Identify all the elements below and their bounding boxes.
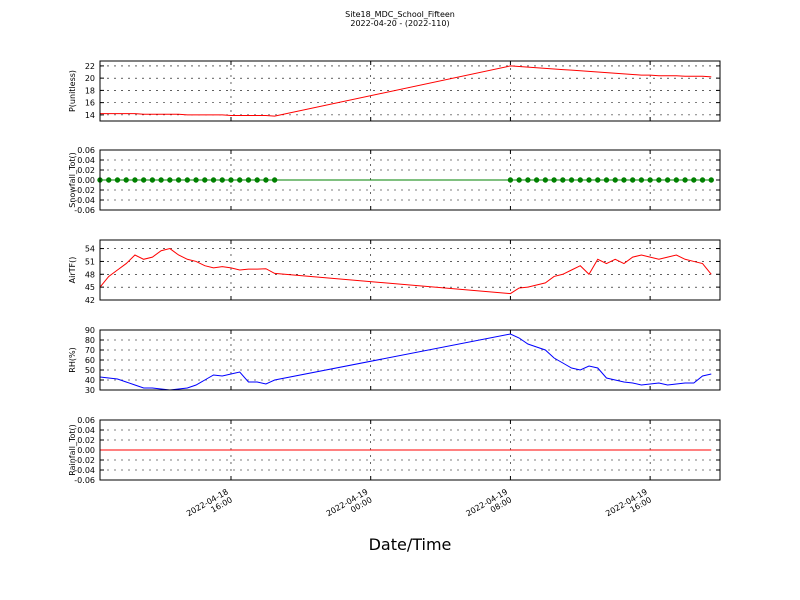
data-point — [525, 177, 531, 183]
chart-subtitle: 2022-04-20 - (2022-110) — [350, 19, 449, 28]
y-tick-label: 42 — [85, 296, 95, 305]
data-point — [603, 177, 610, 183]
y-tick-label: 0.00 — [77, 446, 95, 455]
data-point — [586, 177, 592, 183]
y-axis-title: P(unitless) — [68, 70, 77, 112]
y-tick-label: -0.02 — [74, 456, 95, 465]
plot-frame — [99, 60, 721, 122]
data-line — [99, 333, 712, 391]
y-tick-label: 80 — [85, 336, 95, 345]
data-point — [254, 177, 260, 183]
y-axis-title: Rainfall_Tot() — [68, 424, 77, 476]
y-tick-label: 40 — [85, 376, 95, 385]
y-tick-label: 20 — [85, 74, 95, 83]
y-tick-label: 22 — [85, 62, 95, 71]
data-point — [560, 177, 566, 183]
data-point — [656, 177, 662, 183]
data-point — [708, 177, 714, 183]
y-tick-label: 90 — [85, 326, 95, 335]
plot-frame — [99, 329, 721, 391]
data-point — [612, 177, 618, 183]
data-point — [149, 177, 156, 183]
plot-frame — [99, 239, 721, 301]
y-axis-title: Snowfall_Tot() — [68, 152, 77, 208]
y-tick-label: 60 — [85, 356, 95, 365]
y-tick-label: 30 — [85, 386, 95, 395]
data-point — [699, 177, 706, 183]
data-point — [621, 177, 627, 183]
data-point — [638, 177, 645, 183]
y-tick-label: 48 — [85, 270, 95, 279]
data-point — [577, 177, 583, 183]
y-tick-label: 0.06 — [77, 416, 95, 425]
y-tick-label: 0.02 — [77, 166, 95, 175]
data-point — [237, 177, 243, 183]
y-tick-label: 16 — [85, 99, 95, 108]
y-tick-label: 0.02 — [77, 436, 95, 445]
data-point — [245, 177, 252, 183]
data-point — [568, 177, 575, 183]
y-axis-title: AirTF() — [68, 257, 77, 284]
data-point — [542, 177, 549, 183]
y-tick-label: 0.06 — [77, 146, 95, 155]
data-point — [629, 177, 636, 183]
y-tick-label: 0.04 — [77, 426, 95, 435]
data-point — [193, 177, 199, 183]
y-tick-label: -0.02 — [74, 186, 95, 195]
data-point — [132, 177, 138, 183]
data-point — [673, 177, 680, 183]
data-point — [123, 177, 129, 183]
y-tick-label: 54 — [85, 245, 95, 254]
y-tick-label: -0.04 — [74, 196, 95, 205]
data-point — [184, 177, 191, 183]
data-point — [595, 177, 601, 183]
y-axis-title: RH(%) — [68, 347, 77, 372]
data-point — [516, 177, 522, 183]
data-point — [682, 177, 688, 183]
y-tick-label: -0.06 — [74, 476, 95, 485]
data-point — [691, 177, 697, 183]
y-tick-label: 70 — [85, 346, 95, 355]
data-line — [100, 65, 712, 117]
x-axis-title: Date/Time — [369, 535, 452, 554]
data-point — [507, 177, 514, 183]
plot-frame — [99, 419, 721, 481]
y-tick-label: 0.00 — [77, 176, 95, 185]
data-line — [99, 248, 712, 295]
data-point — [647, 177, 653, 183]
chart-title: Site18_MDC_School_Fifteen — [345, 10, 455, 19]
y-tick-label: 18 — [85, 86, 95, 95]
plot-frame — [99, 149, 721, 211]
data-point — [219, 177, 225, 183]
y-tick-label: 51 — [85, 257, 95, 266]
y-tick-label: 50 — [85, 366, 95, 375]
data-point — [158, 177, 164, 183]
data-point — [202, 177, 208, 183]
y-tick-label: -0.06 — [74, 206, 95, 215]
data-point — [263, 177, 269, 183]
data-point — [271, 177, 278, 183]
data-point — [551, 177, 557, 183]
y-tick-label: 0.04 — [77, 156, 95, 165]
y-tick-label: 45 — [85, 283, 95, 292]
data-point — [175, 177, 182, 183]
data-point — [533, 177, 540, 183]
data-point — [114, 177, 121, 183]
data-point — [228, 177, 234, 183]
y-tick-label: 14 — [85, 111, 95, 120]
data-point — [106, 177, 112, 183]
data-point — [140, 177, 147, 183]
data-point — [664, 177, 671, 183]
y-tick-label: -0.04 — [74, 466, 95, 475]
data-point — [210, 177, 217, 183]
data-point — [167, 177, 173, 183]
